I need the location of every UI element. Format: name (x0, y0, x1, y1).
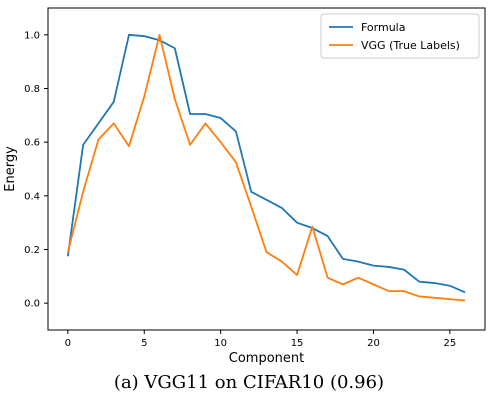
series-line-1 (66, 33, 466, 294)
x-tick-label: 20 (367, 338, 380, 349)
x-tick-label: 10 (214, 338, 227, 349)
y-tick-label: 0.6 (24, 138, 40, 149)
x-tick-label: 0 (65, 338, 71, 349)
y-tick-label: 0.4 (24, 191, 40, 202)
y-tick-label: 0.2 (24, 245, 40, 256)
legend-box (320, 13, 480, 59)
legend-label-1: Formula (361, 21, 405, 34)
x-tick-label: 5 (141, 338, 147, 349)
y-tick-label: 0.8 (24, 84, 40, 95)
legend: Formula VGG (True Labels) (320, 13, 480, 59)
y-tick-label: 1.0 (24, 30, 40, 41)
x-axis-label: Component (229, 351, 304, 366)
figure-caption: (a) VGG11 on CIFAR10 (0.96) (113, 372, 385, 393)
x-tick-label: 25 (443, 338, 456, 349)
y-axis-label: Energy (3, 146, 18, 192)
x-tick-label: 15 (291, 338, 304, 349)
legend-label-2: VGG (True Labels) (361, 39, 460, 52)
line-chart: 0 5 10 15 20 25 0.0 0.2 0.4 0.6 0.8 1.0 Component Ene… (3, 7, 486, 366)
y-tick-label: 0.0 (24, 299, 40, 310)
series-line-2 (66, 33, 466, 302)
plot-frame (47, 7, 486, 331)
